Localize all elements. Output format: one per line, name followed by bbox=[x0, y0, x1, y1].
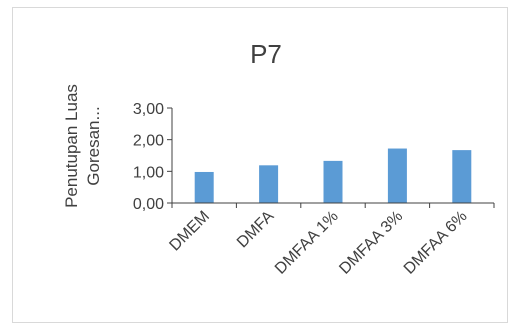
bar bbox=[259, 165, 279, 203]
x-tick-label: DMFAA 6% bbox=[401, 208, 471, 278]
x-tick-label: DMFA bbox=[234, 208, 278, 252]
x-tick-label: DMFAA 1% bbox=[272, 208, 342, 278]
y-tick-label: 1,00 bbox=[133, 164, 164, 181]
y-axis: 0,00 1,00 2,00 3,00 bbox=[133, 101, 173, 213]
bar bbox=[452, 150, 472, 203]
x-tick-label: DMFAA 3% bbox=[336, 208, 406, 278]
y-axis-label: Penutupan Luas Goresan... bbox=[62, 84, 103, 208]
x-tick-label: DMEM bbox=[166, 208, 213, 255]
bar bbox=[387, 148, 407, 203]
y-tick-label: 2,00 bbox=[133, 133, 164, 150]
bar bbox=[194, 171, 214, 203]
y-tick-label: 0,00 bbox=[133, 196, 164, 213]
y-tick-label: 3,00 bbox=[133, 101, 164, 118]
chart-area bbox=[12, 7, 508, 323]
chart-title: P7 bbox=[250, 39, 282, 69]
bar bbox=[323, 160, 343, 203]
bars bbox=[194, 148, 472, 203]
y-axis-label-line-1: Penutupan Luas bbox=[62, 84, 81, 208]
y-axis-label-line-2: Goresan... bbox=[84, 106, 103, 185]
